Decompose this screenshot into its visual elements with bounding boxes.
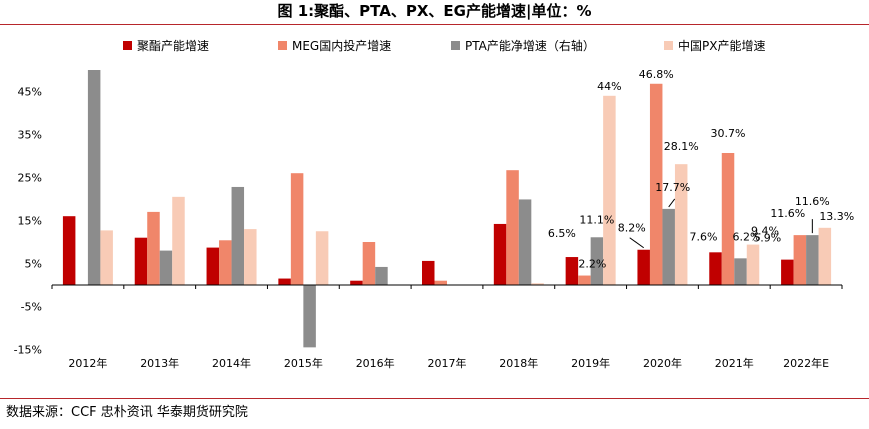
bar (565, 257, 579, 285)
bar (290, 173, 304, 285)
bar (362, 242, 376, 285)
x-tick-label: 2015年 (284, 356, 323, 370)
footer-rule (0, 398, 869, 399)
bar (422, 260, 435, 285)
data-label: 6.2% (733, 230, 761, 243)
legend-swatch (664, 41, 673, 50)
legend-label: 中国PX产能增速 (678, 38, 765, 53)
bar (100, 230, 113, 285)
x-tick-label: 2017年 (428, 356, 467, 370)
bar (303, 285, 316, 348)
bar (219, 240, 232, 285)
x-tick-label: 2022年E (783, 356, 829, 370)
x-tick-label: 2012年 (68, 356, 107, 370)
bar (147, 211, 160, 285)
bar (746, 244, 760, 285)
y-tick-label: -15% (14, 344, 42, 357)
bar (350, 280, 363, 285)
data-label: 28.1% (664, 140, 699, 153)
bar (590, 237, 604, 285)
bar (674, 164, 688, 285)
legend-swatch (451, 41, 460, 50)
data-label: 11.6% (770, 207, 805, 220)
bar (278, 278, 291, 285)
chart-title: 图 1:聚酯、PTA、PX、EG产能增速|单位：% (277, 2, 592, 20)
x-tick-label: 2016年 (356, 356, 395, 370)
x-tick-label: 2013年 (140, 356, 179, 370)
data-label: 44% (597, 80, 621, 93)
y-tick-label: 35% (18, 129, 42, 142)
x-tick-label: 2018年 (499, 356, 538, 370)
bar (781, 259, 794, 285)
bar (806, 235, 819, 285)
data-label: 30.7% (711, 127, 746, 140)
y-tick-label: 5% (25, 258, 42, 271)
x-tick-label: 2014年 (212, 356, 251, 370)
bar (793, 235, 807, 285)
bar (231, 186, 245, 285)
data-label: 7.6% (690, 230, 718, 243)
bar-chart: 聚酯产能增速 MEG国内投产增速 PTA产能净增速（右轴） 中国PX产能增速 45% 35… (14, 38, 855, 370)
bar (315, 231, 329, 285)
y-tick-label: 45% (18, 86, 42, 99)
bar (531, 283, 544, 285)
bar (709, 252, 722, 285)
data-label: 5.9% (753, 232, 781, 245)
data-label: 11.1% (579, 213, 614, 226)
data-label: 11.6% (795, 195, 830, 208)
x-tick-label: 2020年 (643, 356, 682, 370)
y-tick-label: 15% (18, 215, 42, 228)
bar (244, 229, 257, 285)
data-label: 8.2% (618, 222, 646, 235)
bar (603, 95, 616, 285)
x-tick-label: 2019年 (571, 356, 610, 370)
bar (721, 152, 735, 285)
data-label: 6.5% (548, 227, 576, 240)
bar (206, 247, 220, 285)
y-tick-label: 25% (18, 172, 42, 185)
legend-swatch (123, 41, 132, 50)
bar (493, 223, 507, 285)
bar (518, 199, 532, 285)
data-source: 数据来源：CCF 忠朴资讯 华泰期货研究院 (6, 405, 248, 420)
bar (375, 266, 388, 285)
bar (662, 208, 675, 285)
bar (134, 237, 148, 285)
data-label: 13.3% (819, 210, 854, 223)
bar (87, 70, 101, 285)
bar (172, 196, 185, 285)
title-rule (0, 24, 869, 25)
data-label: 17.7% (655, 181, 690, 194)
bar (434, 280, 447, 285)
bar (734, 258, 747, 285)
leader-line (629, 237, 644, 249)
legend-label: PTA产能净增速（右轴） (465, 38, 595, 53)
legend-swatch (278, 41, 287, 50)
bar (62, 216, 76, 285)
bar (159, 250, 173, 285)
bar (578, 275, 591, 285)
leader-line (668, 198, 676, 208)
legend-label: 聚酯产能增速 (137, 39, 209, 53)
bar (506, 170, 519, 285)
data-label: 9.4% (751, 225, 779, 238)
y-tick-label: -5% (21, 301, 42, 314)
x-tick-label: 2021年 (715, 356, 754, 370)
data-label: 46.8% (639, 68, 674, 81)
bar (649, 83, 663, 285)
legend-label: MEG国内投产增速 (292, 38, 391, 53)
bar (818, 227, 832, 285)
bar (637, 249, 650, 285)
data-label: 2.2% (578, 258, 606, 271)
